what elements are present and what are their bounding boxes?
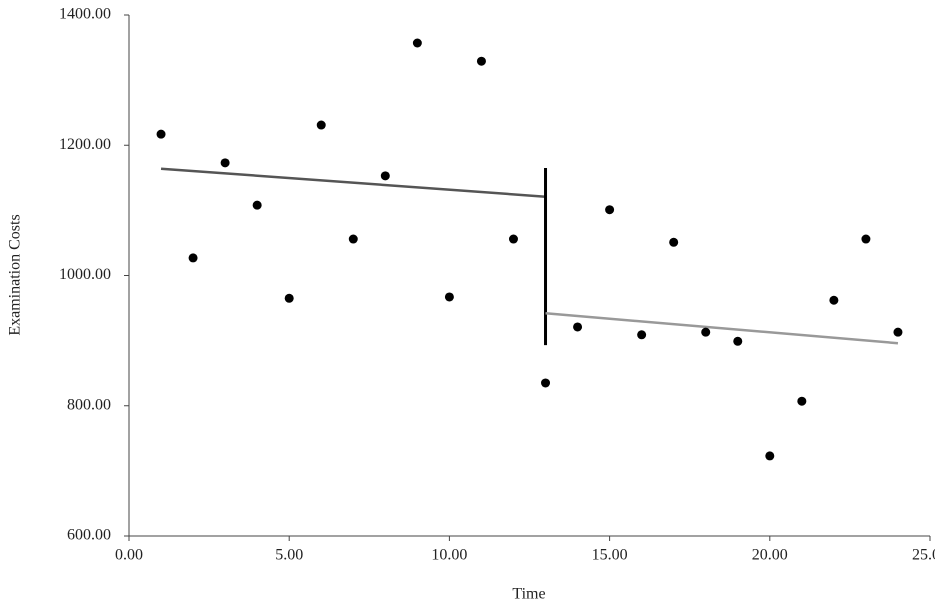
point [893,327,903,337]
y-tick-label: 800.00 [67,396,111,413]
point [444,292,454,302]
point [861,234,871,244]
point [476,56,486,66]
point [284,293,294,303]
x-tick-label: 10.00 [431,547,467,564]
x-tick-label: 20.00 [752,547,788,564]
point [541,378,551,388]
point [733,336,743,346]
point [252,200,262,210]
y-tick-label: 1000.00 [59,266,111,283]
point [220,158,230,168]
x-tick-label: 15.00 [592,547,628,564]
point [508,234,518,244]
point [156,129,166,139]
x-tick-label: 0.00 [115,547,143,564]
y-tick-label: 1400.00 [59,6,111,23]
trend-line [160,167,546,198]
point [765,451,775,461]
point [316,120,326,130]
point [637,330,647,340]
point [605,205,615,215]
x-tick-label: 5.00 [275,547,303,564]
trend-line [545,312,899,345]
x-axis-title: Time [512,586,545,603]
point [412,38,422,48]
x-tick-label: 25.00 [912,547,935,564]
point [797,396,807,406]
y-tick-label: 600.00 [67,527,111,544]
point [701,327,711,337]
y-axis-title: Examination Costs [7,214,24,335]
y-tick-label: 1200.00 [59,136,111,153]
point [573,322,583,332]
point [188,253,198,263]
point [348,234,358,244]
point [829,295,839,305]
point [380,171,390,181]
point [669,237,679,247]
